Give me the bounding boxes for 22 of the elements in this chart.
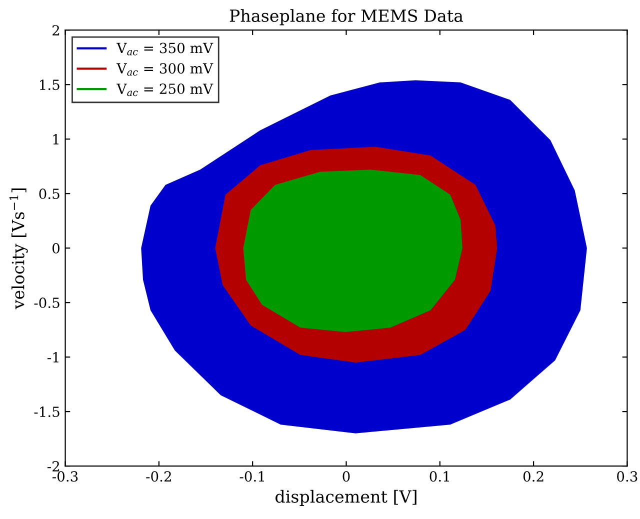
x-tick-label: 0.3: [617, 471, 638, 482]
y-tick-label: 0: [52, 243, 60, 254]
y-tick-label: -1.5: [34, 406, 60, 418]
y-tick-label: 1: [53, 134, 58, 144]
y-tick-label: 2: [52, 25, 60, 36]
x-tick-label: 0.2: [523, 471, 544, 482]
x-tick-label: 0: [342, 471, 350, 482]
x-tick-label: 0.1: [430, 471, 449, 482]
chart-title: Phaseplane for MEMS Data: [230, 9, 464, 26]
x-axis-title: displacement [V]: [276, 490, 416, 506]
y-axis-title: velocity [Vs$^{−1}$]: [9, 188, 28, 310]
y-tick-label: 1.5: [40, 80, 60, 90]
y-tick-label: 0.5: [39, 188, 60, 200]
legend-label: V$_{ac}$ = 300 mV: [116, 63, 214, 76]
y-tick-label: -2: [48, 461, 60, 472]
y-tick-label: -0.5: [34, 298, 60, 308]
x-tick-label: -0.2: [146, 471, 171, 482]
x-tick-label: -0.3: [52, 471, 78, 482]
y-tick-label: -1: [48, 352, 58, 362]
legend-label: V$_{ac}$ = 350 mV: [116, 42, 214, 56]
legend-label: V$_{ac}$ = 250 mV: [116, 84, 214, 96]
x-tick-label: -0.1: [240, 471, 264, 482]
